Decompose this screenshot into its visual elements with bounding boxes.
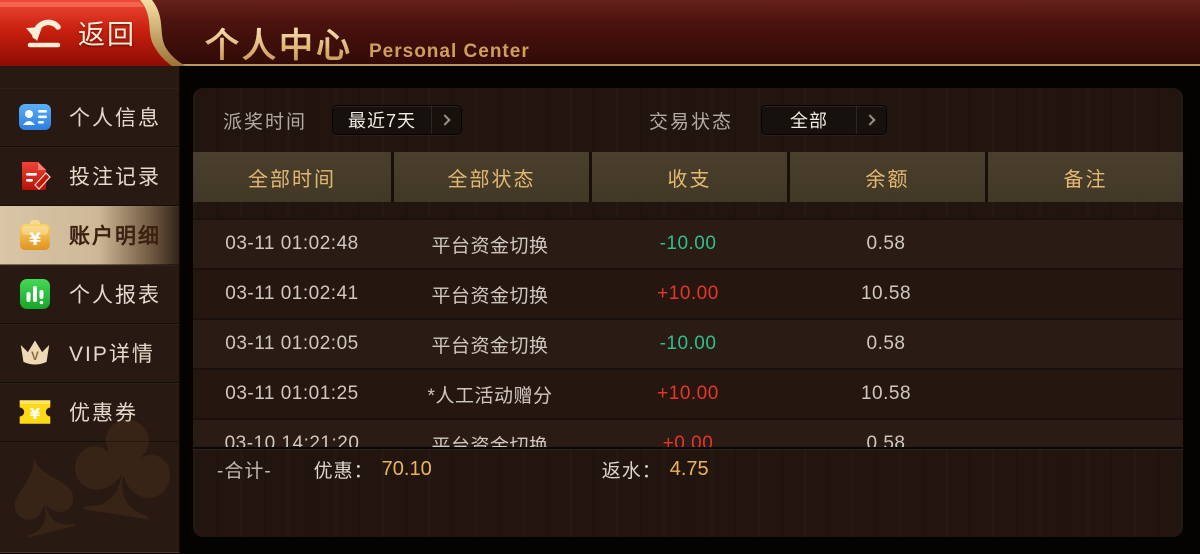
- svg-text:¥: ¥: [29, 230, 41, 250]
- cell-note: [985, 420, 1183, 447]
- table-row: 03-11 01:01:25 *人工活动赠分 +10.00 10.58: [193, 368, 1183, 418]
- account-details-panel: 派奖时间 最近7天 交易状态 全部 全部时间 全部状态 收支 余额 备注 03-…: [193, 88, 1183, 537]
- column-header-amount: 收支: [589, 152, 787, 202]
- sidebar-item-label: 个人报表: [69, 284, 161, 307]
- sidebar-item-label: 优惠券: [69, 402, 138, 425]
- crown-icon: V: [17, 335, 53, 371]
- summary-row: -合计- 优惠： 70.10 返水： 4.75: [193, 447, 1183, 490]
- transaction-status-dropdown-value: 全部: [790, 111, 829, 131]
- cell-amount: +10.00: [657, 383, 719, 404]
- sidebar-item-account-details[interactable]: ¥ 账户明细: [0, 206, 179, 265]
- promo-label: 优惠：: [313, 461, 374, 482]
- cell-amount: +0.00: [662, 433, 714, 447]
- wallet-icon: ¥: [17, 217, 53, 253]
- sidebar-item-label: 账户明细: [69, 225, 161, 248]
- cell-status: 平台资金切换: [431, 285, 549, 307]
- rebate-label: 返水：: [601, 461, 662, 482]
- svg-text:V: V: [31, 351, 39, 363]
- summary-total-label: -合计-: [217, 461, 272, 482]
- sidebar-item-vip-details[interactable]: V VIP详情: [0, 324, 179, 383]
- chevron-right-icon: [439, 114, 451, 126]
- chevron-right-icon: [864, 114, 876, 126]
- sidebar-item-label: VIP详情: [69, 343, 155, 366]
- column-header-status: 全部状态: [391, 152, 589, 202]
- page-title: 个人中心 Personal Center: [205, 0, 530, 67]
- cell-balance: 10.58: [860, 383, 912, 404]
- id-card-icon: [17, 99, 53, 135]
- bet-record-icon: [17, 158, 53, 194]
- cell-note: [985, 370, 1183, 418]
- sidebar-item-label: 投注记录: [69, 166, 161, 189]
- cell-balance: 0.58: [866, 433, 906, 447]
- payout-time-dropdown-value: 最近7天: [348, 111, 417, 131]
- column-header-note: 备注: [985, 152, 1183, 202]
- sidebar-item-label: 个人信息: [69, 107, 161, 130]
- filter-row: 派奖时间 最近7天 交易状态 全部: [193, 88, 1183, 152]
- cell-status: 平台资金切换: [431, 335, 549, 357]
- column-header-time: 全部时间: [248, 168, 336, 191]
- table-row: 03-11 01:02:05 平台资金切换 -10.00 0.58: [193, 318, 1183, 368]
- cell-amount: -10.00: [659, 233, 717, 254]
- transaction-status-filter-label: 交易状态: [649, 111, 734, 133]
- back-button-swoosh-shape: [0, 0, 186, 66]
- cell-note: [985, 320, 1183, 368]
- cell-amount: -10.00: [659, 333, 717, 354]
- sidebar-item-bet-records[interactable]: 投注记录: [0, 147, 179, 206]
- rebate-value: 4.75: [669, 458, 709, 480]
- back-button-label: 返回: [78, 19, 136, 50]
- cell-time: 03-11 01:01:25: [225, 383, 359, 404]
- dropdown-arrow-box: [431, 106, 461, 134]
- header-bar: 返回 个人中心 Personal Center: [0, 0, 1200, 66]
- table-row: 03-11 01:02:48 平台资金切换 -10.00 0.58: [193, 218, 1183, 268]
- promo-value: 70.10: [381, 458, 432, 480]
- cell-status: 平台资金切换: [431, 435, 549, 448]
- cell-status: *人工活动赠分: [427, 385, 553, 407]
- cell-time: 03-11 01:02:48: [225, 233, 359, 254]
- transaction-list[interactable]: 03-11 01:02:48 平台资金切换 -10.00 0.58 03-11 …: [193, 202, 1183, 447]
- payout-time-dropdown[interactable]: 最近7天: [332, 105, 463, 135]
- cell-status: 平台资金切换: [431, 235, 549, 257]
- payout-time-filter-label: 派奖时间: [223, 111, 308, 133]
- cell-balance: 0.58: [866, 333, 906, 354]
- dropdown-arrow-box: [856, 106, 886, 134]
- cell-time: 03-11 01:02:41: [225, 283, 359, 304]
- cell-note: [985, 220, 1183, 268]
- coupon-icon: ¥: [17, 394, 53, 430]
- table-row: 03-10 14:21:20 平台资金切换 +0.00 0.58: [193, 418, 1183, 447]
- column-header-balance: 余额: [787, 152, 985, 202]
- page-title-cn: 个人中心: [205, 18, 353, 67]
- cell-note: [985, 270, 1183, 318]
- cell-amount: +10.00: [657, 283, 719, 304]
- report-chart-icon: [17, 276, 53, 312]
- table-header-row: 全部时间 全部状态 收支 余额 备注: [193, 152, 1183, 202]
- sidebar-item-personal-report[interactable]: 个人报表: [0, 265, 179, 324]
- sidebar-item-personal-info[interactable]: 个人信息: [0, 88, 179, 147]
- back-arrow-icon: [26, 19, 61, 48]
- svg-text:¥: ¥: [30, 405, 41, 423]
- cell-balance: 0.58: [866, 233, 906, 254]
- sidebar-item-coupons[interactable]: ¥ 优惠券: [0, 383, 179, 442]
- table-row: 03-11 01:02:41 平台资金切换 +10.00 10.58: [193, 268, 1183, 318]
- cell-balance: 10.58: [860, 283, 912, 304]
- cell-time: 03-10 14:21:20: [224, 433, 360, 447]
- sidebar-menu: 个人信息 投注记录: [0, 66, 180, 553]
- transaction-status-dropdown[interactable]: 全部: [761, 105, 888, 135]
- page-title-en: Personal Center: [369, 41, 530, 62]
- back-button[interactable]: 返回: [0, 0, 186, 66]
- cell-time: 03-11 01:02:05: [225, 333, 359, 354]
